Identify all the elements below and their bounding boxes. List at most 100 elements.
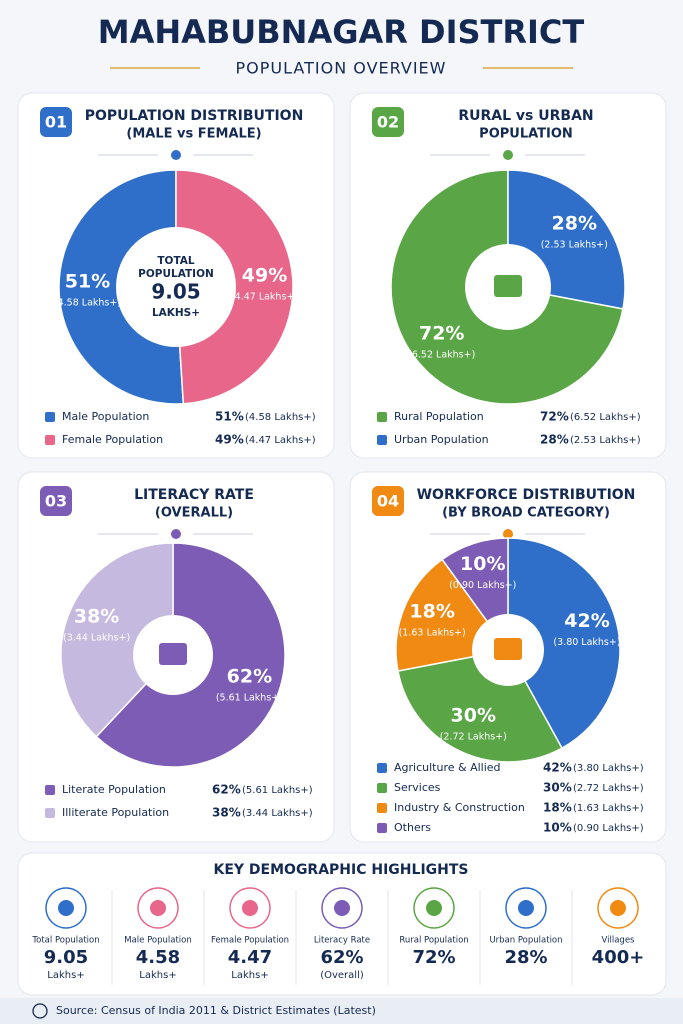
title-icon bbox=[171, 529, 181, 539]
center-text: POPULATION bbox=[138, 268, 214, 280]
highlight-label: Urban Population bbox=[489, 936, 562, 946]
highlight-icon-dot bbox=[518, 900, 534, 916]
legend-swatch bbox=[45, 412, 55, 422]
highlight-value: 9.05 bbox=[44, 947, 88, 968]
legend-label: Rural Population bbox=[394, 410, 484, 423]
legend-label: Urban Population bbox=[394, 433, 489, 446]
legend-detail: (2.72 Lakhs+) bbox=[573, 783, 644, 794]
slice-label: 72% bbox=[419, 322, 464, 344]
page-subtitle: POPULATION OVERVIEW bbox=[236, 59, 447, 78]
center-icon bbox=[159, 643, 187, 665]
legend-value: 49% bbox=[215, 433, 244, 447]
legend-label: Female Population bbox=[62, 433, 163, 446]
legend-detail: (3.80 Lakhs+) bbox=[573, 763, 644, 774]
slice-label: 42% bbox=[564, 610, 609, 632]
page-title: MAHABUBNAGAR DISTRICT bbox=[98, 13, 585, 51]
highlight-icon-dot bbox=[58, 900, 74, 916]
title-icon bbox=[503, 150, 513, 160]
legend-swatch bbox=[45, 808, 55, 818]
badge-number: 02 bbox=[377, 113, 399, 132]
highlight-value: 400+ bbox=[592, 947, 645, 968]
legend-value: 38% bbox=[212, 806, 241, 820]
legend-detail: (1.63 Lakhs+) bbox=[573, 803, 644, 814]
pie-slice bbox=[60, 542, 174, 738]
chart-subtitle: (BY BROAD CATEGORY) bbox=[442, 506, 610, 521]
legend-swatch bbox=[45, 785, 55, 795]
legend-value: 62% bbox=[212, 783, 241, 797]
badge-number: 01 bbox=[45, 113, 67, 132]
legend-label: Illiterate Population bbox=[62, 806, 169, 819]
highlight-value: 62% bbox=[320, 947, 363, 968]
legend-value: 51% bbox=[215, 410, 244, 424]
chart-title: LITERACY RATE bbox=[134, 487, 254, 503]
highlight-icon-dot bbox=[150, 900, 166, 916]
slice-label: 51% bbox=[65, 270, 110, 292]
badge bbox=[372, 486, 404, 516]
legend-swatch bbox=[377, 763, 387, 773]
title-icon bbox=[503, 529, 513, 539]
legend-label: Agriculture & Allied bbox=[394, 761, 501, 774]
slice-detail: (0.90 Lakhs+) bbox=[449, 580, 516, 591]
highlight-label: Rural Population bbox=[399, 936, 468, 946]
highlight-note: (Overall) bbox=[320, 970, 364, 981]
slice-detail: (3.80 Lakhs+) bbox=[553, 637, 620, 648]
center-text: LAKHS+ bbox=[152, 307, 200, 319]
legend-value: 18% bbox=[543, 801, 572, 815]
legend-label: Industry & Construction bbox=[394, 801, 525, 814]
badge bbox=[372, 107, 404, 137]
slice-detail: (5.61 Lakhs+) bbox=[216, 693, 283, 704]
highlight-note: Lakhs+ bbox=[139, 970, 176, 981]
badge-number: 03 bbox=[45, 492, 67, 511]
slice-detail: (2.72 Lakhs+) bbox=[440, 731, 507, 742]
slice-detail: (4.47 Lakhs+) bbox=[231, 292, 298, 303]
source: Source: Census of India 2011 & District … bbox=[56, 1004, 376, 1017]
legend-swatch bbox=[45, 435, 55, 445]
highlight-value: 4.47 bbox=[228, 947, 272, 968]
highlight-label: Male Population bbox=[124, 936, 192, 946]
badge-number: 04 bbox=[377, 492, 399, 511]
highlight-label: Female Population bbox=[211, 936, 289, 946]
legend-swatch bbox=[377, 412, 387, 422]
chart-title: POPULATION DISTRIBUTION bbox=[85, 108, 304, 124]
center-text: TOTAL bbox=[157, 255, 195, 267]
highlights-title: KEY DEMOGRAPHIC HIGHLIGHTS bbox=[214, 862, 469, 878]
pie-center bbox=[116, 227, 236, 347]
badge bbox=[40, 486, 72, 516]
chart-subtitle: POPULATION bbox=[479, 127, 573, 142]
center-text: 9.05 bbox=[151, 280, 200, 304]
pie-slice bbox=[507, 537, 621, 750]
chart-title: RURAL vs URBAN bbox=[458, 108, 593, 124]
chart-title: WORKFORCE DISTRIBUTION bbox=[417, 487, 636, 503]
chart-subtitle: (MALE vs FEMALE) bbox=[126, 127, 261, 142]
highlight-icon-dot bbox=[610, 900, 626, 916]
slice-label: 49% bbox=[242, 265, 287, 287]
legend-swatch bbox=[377, 783, 387, 793]
slice-detail: (2.53 Lakhs+) bbox=[541, 240, 608, 251]
slice-label: 62% bbox=[227, 666, 272, 688]
legend-value: 28% bbox=[540, 433, 569, 447]
slice-detail: (3.44 Lakhs+) bbox=[63, 632, 130, 643]
center-icon bbox=[494, 638, 522, 660]
legend-detail: (2.53 Lakhs+) bbox=[570, 435, 641, 446]
legend-label: Literate Population bbox=[62, 783, 166, 796]
legend-detail: (4.58 Lakhs+) bbox=[245, 412, 316, 423]
legend-detail: (0.90 Lakhs+) bbox=[573, 823, 644, 834]
info-icon bbox=[32, 1003, 48, 1019]
legend-swatch bbox=[377, 435, 387, 445]
slice-detail: (4.58 Lakhs+) bbox=[54, 297, 121, 308]
legend-swatch bbox=[377, 803, 387, 813]
slice-label: 18% bbox=[409, 600, 454, 622]
legend-value: 72% bbox=[540, 410, 569, 424]
title-icon bbox=[171, 150, 181, 160]
legend-label: Others bbox=[394, 821, 431, 834]
highlight-icon-dot bbox=[426, 900, 442, 916]
slice-detail: (1.63 Lakhs+) bbox=[399, 627, 466, 638]
legend-label: Male Population bbox=[62, 410, 149, 423]
source-bar bbox=[0, 998, 683, 1024]
legend-detail: (6.52 Lakhs+) bbox=[570, 412, 641, 423]
legend-detail: (4.47 Lakhs+) bbox=[245, 435, 316, 446]
highlight-value: 4.58 bbox=[136, 947, 180, 968]
slice-label: 28% bbox=[552, 213, 597, 235]
slice-label: 10% bbox=[460, 553, 505, 575]
legend-detail: (5.61 Lakhs+) bbox=[242, 785, 313, 796]
